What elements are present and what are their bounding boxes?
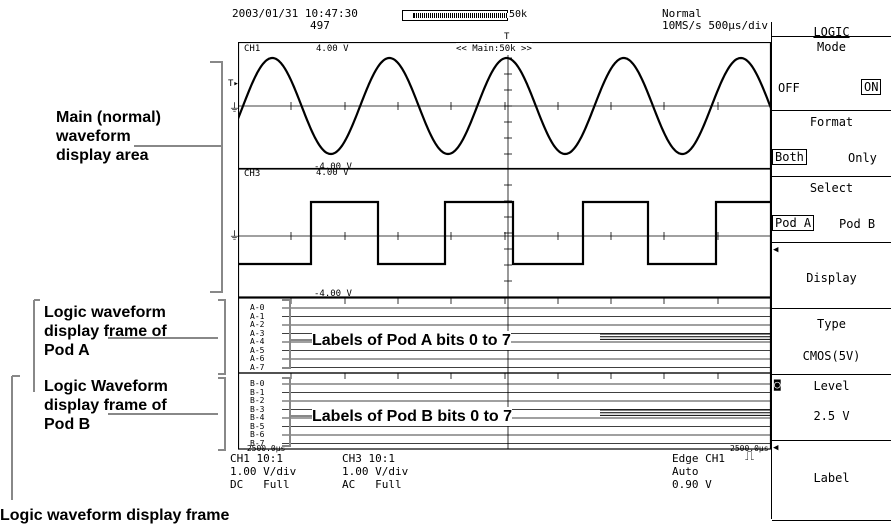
mode-on-selected: ON: [861, 79, 882, 95]
ch3-bottom-scale: -4.00 V: [314, 289, 352, 299]
annotation-logic-frame: Logic waveform display frame: [0, 507, 230, 524]
ch1-label: CH1: [244, 44, 261, 54]
ch1-probe: CH1 10:1: [230, 452, 283, 465]
annotation-pod-b-labels: Labels of Pod B bits 0 to 7: [312, 407, 513, 426]
select-title: Select: [809, 181, 854, 195]
level-value: 2.5 V: [813, 409, 850, 423]
menu-title: LOGIC: [813, 25, 850, 39]
format-both-selected: Both: [772, 149, 807, 165]
annotation-pod-a-frame: Logic waveform display frame of Pod A: [44, 304, 167, 359]
select-pod-a-selected: Pod A: [772, 215, 815, 231]
ch1-bottom-scale: -4.00 V: [314, 162, 352, 172]
pod-a-bit-label: A-7: [250, 362, 265, 372]
pod-b-bit-label: B-4: [250, 413, 265, 422]
ch3-top-scale: 4.00 V: [316, 168, 349, 178]
rising-edge-icon: ⎍: [745, 449, 755, 464]
ch3-coupling: AC Full: [342, 478, 402, 491]
pod-b-bit-label: B-7: [250, 438, 265, 448]
pod-b-bit-label: B-1: [250, 387, 265, 397]
ch1-coupling: DC Full: [230, 478, 290, 491]
pod-a-bit-label: A-2: [250, 320, 265, 329]
trigger-mode-footer: Auto: [672, 465, 699, 478]
mode-off: OFF: [778, 81, 800, 95]
pod-b-bit-label: B-0: [250, 379, 265, 388]
pod-a-bit-label: A-4: [250, 337, 265, 346]
trigger-level-marker: T▸: [228, 79, 239, 89]
pod-b-bit-label: B-3: [250, 404, 265, 414]
datetime: 2003/01/31 10:47:30: [232, 7, 358, 20]
trigger-type: Edge CH1: [672, 452, 725, 465]
softkey-level[interactable]: ◙ Level 2.5 V: [772, 374, 891, 441]
select-pod-b: Pod B: [839, 217, 876, 231]
ch3-frame: [238, 168, 771, 298]
pod-b-bit-label: B-6: [250, 430, 265, 439]
softkey-format[interactable]: Format Both Only: [772, 110, 891, 177]
pod-b-bit-label: B-5: [250, 421, 265, 431]
annotation-pod-b-frame: Logic Waveform display frame of Pod B: [44, 378, 168, 433]
zoom-label: << Main:50k >>: [456, 43, 532, 55]
softkey-label[interactable]: ◀ Label: [772, 440, 891, 521]
sampling-timebase: 10MS/s 500µs/div: [662, 19, 768, 32]
trigger-marker: T: [504, 32, 510, 42]
softkey-select[interactable]: Select Pod A Pod B: [772, 176, 891, 243]
ch1-ground-marker: ⏚: [229, 101, 240, 114]
logic-menu: LOGIC Mode OFF ON Format Both Only Selec…: [771, 22, 891, 521]
pod-a-bit-label: A-6: [250, 354, 265, 363]
softkey-mode[interactable]: Mode OFF ON: [772, 36, 891, 111]
submenu-arrow-icon: ◀: [773, 245, 779, 255]
time-left: -2500.0µs: [242, 444, 286, 453]
ch1-vdiv: 1.00 V/div: [230, 465, 297, 478]
memory-length: 50k: [509, 9, 528, 20]
ch1-sine-trace: [238, 56, 771, 156]
pod-b-frame: [238, 372, 771, 450]
memory-bar: [402, 10, 508, 21]
annotation-main-area: Main (normal) waveform display area: [56, 109, 161, 164]
pod-a-bit-label: A-5: [250, 345, 265, 355]
ch3-vdiv: 1.00 V/div: [342, 465, 409, 478]
softkey-type[interactable]: Type CMOS(5V): [772, 308, 891, 375]
pod-a-bit-label: A-0: [250, 303, 265, 312]
mode-title: Mode: [817, 40, 846, 54]
softkey-display[interactable]: ◀ Display: [772, 242, 891, 309]
pod-a-bit-label: A-1: [250, 311, 265, 321]
ch3-ground-marker: ⏚: [229, 229, 240, 242]
annotation-pod-a-labels: Labels of Pod A bits 0 to 7: [312, 331, 511, 350]
format-only: Only: [848, 151, 877, 165]
jog-dial-icon: ◙: [774, 378, 781, 391]
time-right: 2500.0µs: [730, 444, 769, 453]
ch3-label: CH3: [244, 169, 261, 179]
label-label: Label: [813, 471, 850, 485]
ch3-probe: CH3 10:1: [342, 452, 395, 465]
waveform-display: [238, 42, 771, 450]
type-value: CMOS(5V): [802, 349, 861, 363]
format-title: Format: [809, 115, 854, 129]
pod-a-bit-label: A-3: [250, 328, 265, 338]
type-title: Type: [817, 317, 846, 331]
record-number: 497: [310, 19, 330, 32]
trigger-mode: Normal: [662, 7, 702, 20]
trigger-level: 0.90 V: [672, 478, 712, 491]
pod-b-bit-label: B-2: [250, 396, 265, 405]
ch3-square-trace: [238, 200, 771, 266]
submenu-arrow-icon: ◀: [773, 443, 779, 453]
display-label: Display: [806, 271, 857, 285]
level-title: Level: [813, 379, 850, 393]
ch1-top-scale: 4.00 V: [316, 44, 349, 54]
